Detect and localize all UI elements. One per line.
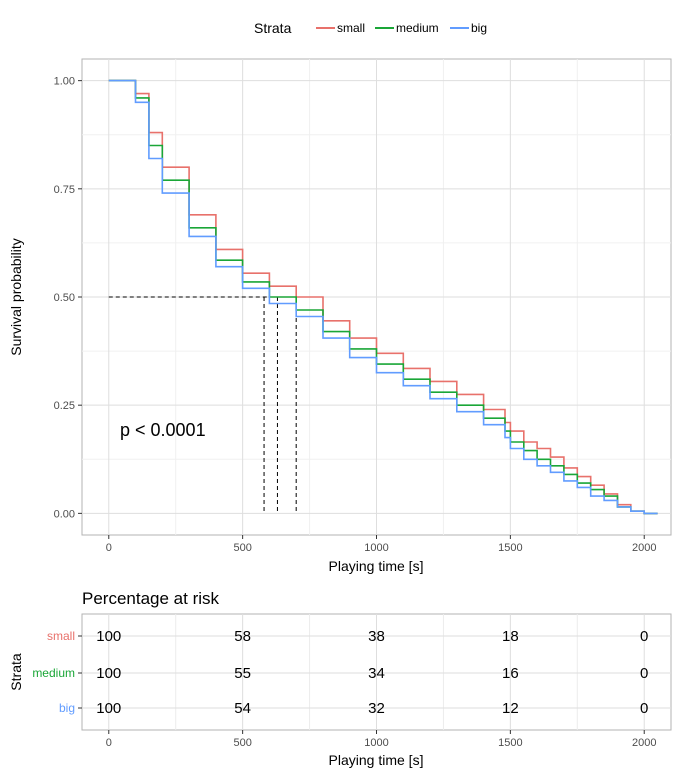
risk-table-title: Percentage at risk [82,589,220,608]
risk-value: 100 [96,665,121,682]
risk-value: 0 [640,665,648,682]
risk-value: 18 [502,628,519,645]
risk-value: 32 [368,700,385,717]
x-tick-label: 500 [233,542,251,554]
risk-value: 0 [640,700,648,717]
risk-value: 12 [502,700,519,717]
y-axis-title: Survival probability [8,238,24,356]
y-tick-label: 0.00 [54,508,75,520]
risk-x-tick-label: 1500 [498,737,522,749]
risk-table-x-axis-title: Playing time [s] [329,752,424,768]
p-value-annotation: p < 0.0001 [120,420,206,440]
risk-value: 54 [234,700,251,717]
x-tick-label: 1000 [364,542,388,554]
legend-title: Strata [254,20,292,36]
series-line-big [108,79,658,515]
risk-row-label-medium: medium [32,666,75,680]
risk-value: 100 [96,700,121,717]
x-tick-label: 2000 [632,542,656,554]
risk-value: 100 [96,628,121,645]
risk-table-y-axis-title: Strata [8,653,24,691]
x-tick-label: 1500 [498,542,522,554]
risk-value: 0 [640,628,648,645]
legend: Strata small medium big [254,20,487,36]
x-tick-label: 0 [106,542,112,554]
risk-value: 55 [234,665,251,682]
risk-table-x-axis: 0 500 1000 1500 2000 [106,730,656,749]
legend-label-big: big [471,21,487,35]
y-tick-label: 1.00 [54,76,75,88]
risk-value: 16 [502,665,519,682]
risk-value: 34 [368,665,385,682]
risk-value: 58 [234,628,251,645]
median-lines [108,296,297,514]
grid [82,59,671,535]
y-tick-label: 0.25 [54,400,75,412]
risk-value: 38 [368,628,385,645]
risk-table-rows: small 100 58 38 18 0 medium 100 55 34 16 0 big 100 54 3… [32,628,648,717]
risk-row-label-big: big [59,701,75,715]
y-tick-label: 0.50 [54,292,75,304]
x-axis: 0 500 1000 1500 2000 [106,535,656,554]
risk-table-grid [82,614,671,730]
risk-x-tick-label: 0 [106,737,112,749]
legend-label-medium: medium [396,21,439,35]
risk-row-label-small: small [47,629,75,643]
risk-x-tick-label: 500 [233,737,251,749]
risk-x-tick-label: 2000 [632,737,656,749]
x-axis-title: Playing time [s] [329,558,424,574]
y-tick-label: 0.75 [54,184,75,196]
legend-label-small: small [337,21,365,35]
y-axis: 0.00 0.25 0.50 0.75 1.00 [54,76,82,520]
risk-x-tick-label: 1000 [364,737,388,749]
series-lines [108,79,658,515]
